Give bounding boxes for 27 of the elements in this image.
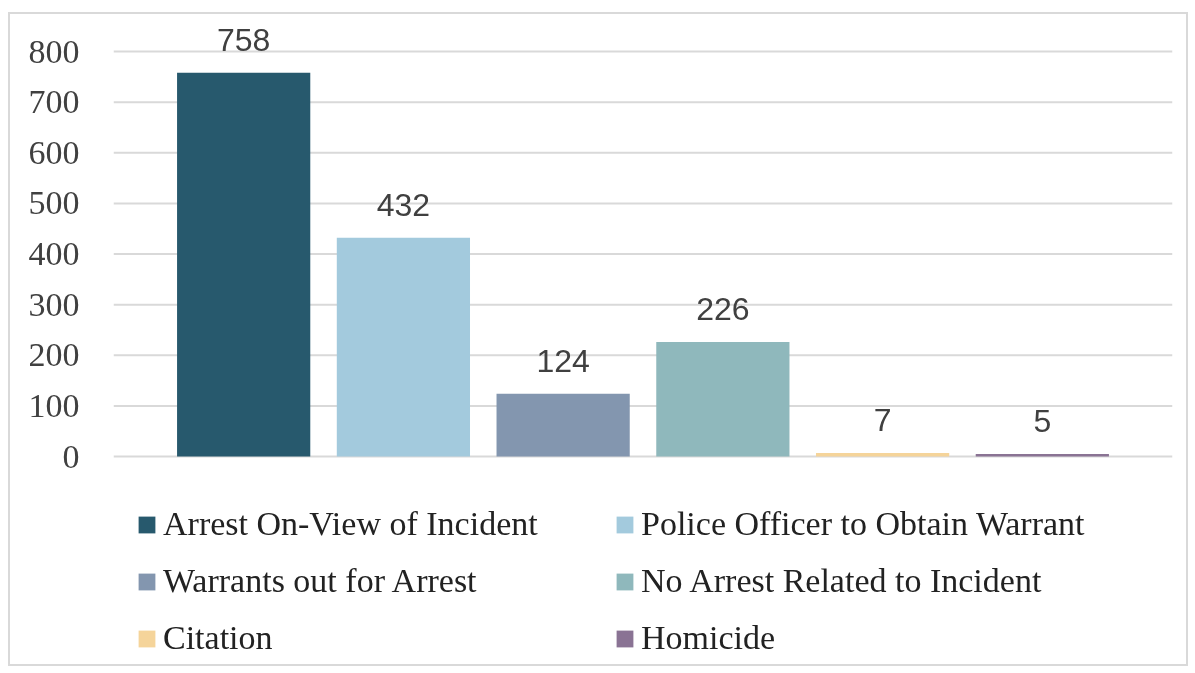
y-tick-label: 400 [28, 235, 80, 272]
bar [815, 452, 950, 457]
legend-label: Arrest On-View of Incident [163, 504, 539, 544]
y-tick-label: 600 [28, 133, 80, 171]
legend-label: Citation [163, 618, 274, 658]
legend-label: Police Officer to Obtain Warrant [641, 504, 1085, 544]
bar [496, 393, 630, 457]
bar [656, 342, 790, 457]
y-tick-label: 800 [28, 32, 80, 70]
y-tick-label: 200 [28, 336, 80, 374]
data-label: 226 [696, 291, 750, 328]
data-label: 7 [873, 401, 892, 438]
bar [336, 237, 471, 457]
legend-label: Warrants out for Arrest [163, 561, 478, 601]
legend-label: Homicide [641, 618, 777, 658]
legend-label: No Arrest Related to Incident [641, 561, 1043, 601]
bar [975, 453, 1109, 457]
y-tick-label: 500 [28, 184, 80, 222]
bar [177, 72, 311, 457]
y-tick-label: 300 [28, 285, 80, 323]
data-label: 124 [536, 342, 590, 379]
data-label: 758 [216, 21, 271, 58]
data-label: 5 [1033, 402, 1052, 439]
y-tick-label: 100 [28, 386, 80, 424]
y-tick-label: 0 [62, 437, 80, 475]
y-tick-label: 700 [28, 83, 80, 121]
data-label: 432 [376, 186, 431, 223]
